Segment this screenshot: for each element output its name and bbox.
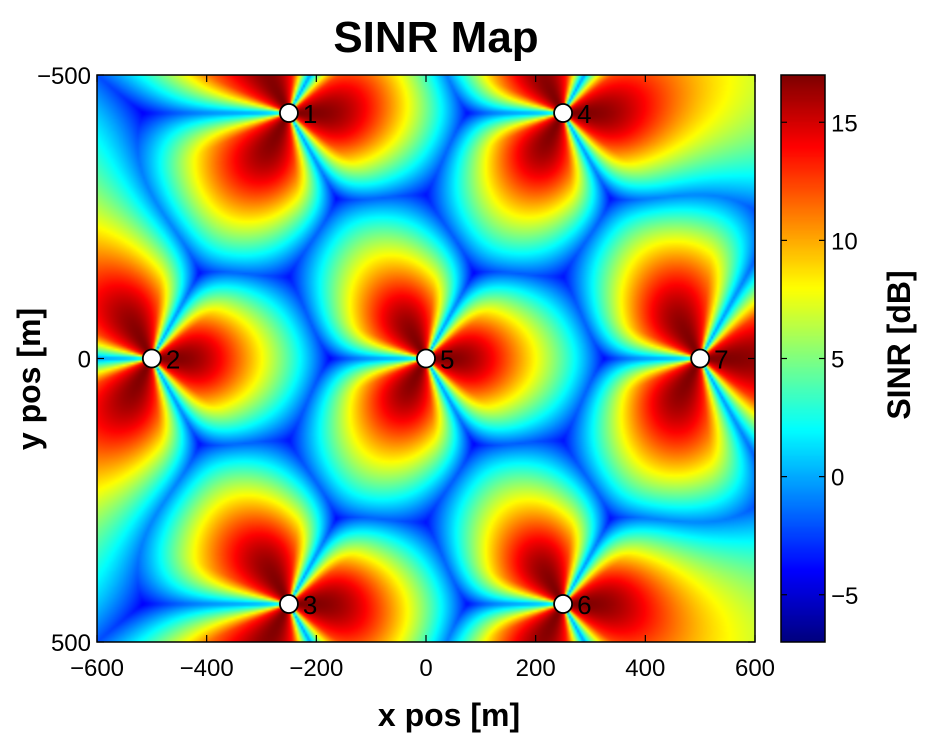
site-label-1: 1 <box>303 99 317 129</box>
x-tick-label: 400 <box>625 655 665 682</box>
colorbar <box>781 75 825 642</box>
site-label-2: 2 <box>166 345 180 375</box>
x-tick-label: −400 <box>180 655 234 682</box>
site-label-4: 4 <box>577 99 591 129</box>
x-axis-ticks: −600 −400 −200 0 200 400 600 <box>70 75 775 682</box>
site-marker-5 <box>416 348 436 369</box>
colorbar-ticks: 15 10 5 0 −5 <box>781 110 858 610</box>
colorbar-label: SINR [dB] <box>881 270 917 419</box>
site-label-5: 5 <box>440 345 454 375</box>
colorbar-tick-label: −5 <box>831 583 858 610</box>
site-marker-4 <box>553 103 573 123</box>
site-label-7: 7 <box>714 345 728 375</box>
site-marker-7 <box>690 348 711 369</box>
x-tick-label: −600 <box>70 655 124 682</box>
y-tick-label: 500 <box>51 630 91 657</box>
y-tick-label: −500 <box>37 63 91 90</box>
site-label-6: 6 <box>577 590 591 620</box>
site-marker-2 <box>141 348 162 369</box>
site-label-3: 3 <box>303 590 317 620</box>
colorbar-tick-label: 10 <box>831 228 858 255</box>
colorbar-tick-label: 5 <box>831 347 844 374</box>
colorbar-tick-label: 15 <box>831 110 858 137</box>
x-tick-label: −200 <box>289 655 343 682</box>
x-tick-label: 200 <box>516 655 556 682</box>
site-marker-3 <box>279 594 299 614</box>
y-tick-label: 0 <box>78 347 91 374</box>
x-axis-label: x pos [m] <box>378 697 520 733</box>
y-axis-label: y pos [m] <box>11 308 47 450</box>
chart-title: SINR Map <box>333 13 538 62</box>
y-axis-ticks: −500 0 500 <box>37 63 755 657</box>
site-marker-6 <box>553 594 573 614</box>
x-tick-label: 0 <box>419 655 432 682</box>
base-station-sites: 1 2 3 4 5 6 7 <box>141 99 729 620</box>
x-tick-label: 600 <box>735 655 775 682</box>
colorbar-tick-label: 0 <box>831 465 844 492</box>
site-marker-1 <box>279 103 299 123</box>
